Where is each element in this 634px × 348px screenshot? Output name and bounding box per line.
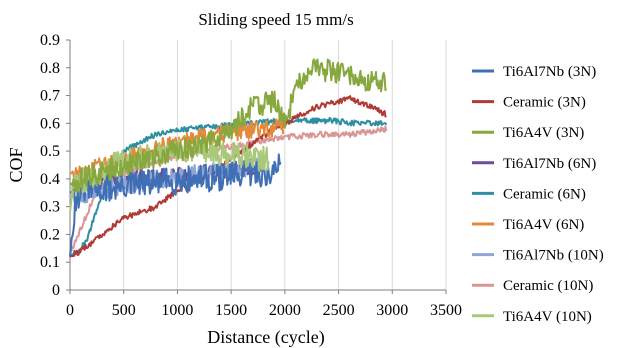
x-tick-label: 1000 <box>161 302 193 319</box>
x-tick-label: 3500 <box>430 302 462 319</box>
legend-label: Ti6Al7Nb (10N) <box>503 248 604 264</box>
legend-label: Ceramic (3N) <box>503 95 586 111</box>
legend-label: Ti6A4V (6N) <box>503 217 584 233</box>
legend-label: Ti6Al7Nb (3N) <box>503 64 596 80</box>
legend-label: Ceramic (10N) <box>503 278 593 294</box>
x-tick-label: 500 <box>112 302 136 319</box>
y-tick-label: 0.3 <box>40 199 60 216</box>
series-group <box>69 58 388 258</box>
legend-label: Ti6A4V (3N) <box>503 125 584 141</box>
grid-lines <box>123 40 447 290</box>
legend-label: Ti6A4V (10N) <box>503 309 592 325</box>
y-tick-label: 0.2 <box>40 226 60 243</box>
x-tick-label: 1500 <box>215 302 247 319</box>
x-tick-label: 0 <box>66 302 74 319</box>
y-tick-label: 0.7 <box>40 88 60 105</box>
y-tick-label: 0.9 <box>40 32 60 49</box>
y-tick-label: 0.5 <box>40 143 60 160</box>
y-axis-label: COF <box>6 147 26 182</box>
x-tick-label: 2000 <box>269 302 301 319</box>
legend: Ti6Al7Nb (3N) Ceramic (3N) Ti6A4V (3N) Ti6A… <box>472 64 604 325</box>
legend-label: Ceramic (6N) <box>503 186 586 202</box>
x-tick-label: 3000 <box>376 302 408 319</box>
y-tick-label: 0.8 <box>40 60 60 77</box>
tick-labels: 0 0.1 0.2 0.3 0.4 0.5 0.6 0.7 0.8 0.9 0 500 1000 1500… <box>40 32 462 319</box>
y-tick-label: 0.1 <box>40 254 60 271</box>
chart-title: Sliding speed 15 mm/s <box>198 10 353 29</box>
x-tick-label: 2500 <box>323 302 355 319</box>
x-axis-label: Distance (cycle) <box>207 327 324 348</box>
y-tick-label: 0.4 <box>40 171 60 188</box>
series-line-2 <box>69 58 388 193</box>
y-tick-label: 0 <box>52 282 60 299</box>
legend-label: Ti6Al7Nb (6N) <box>503 156 596 172</box>
y-tick-label: 0.6 <box>40 115 60 132</box>
